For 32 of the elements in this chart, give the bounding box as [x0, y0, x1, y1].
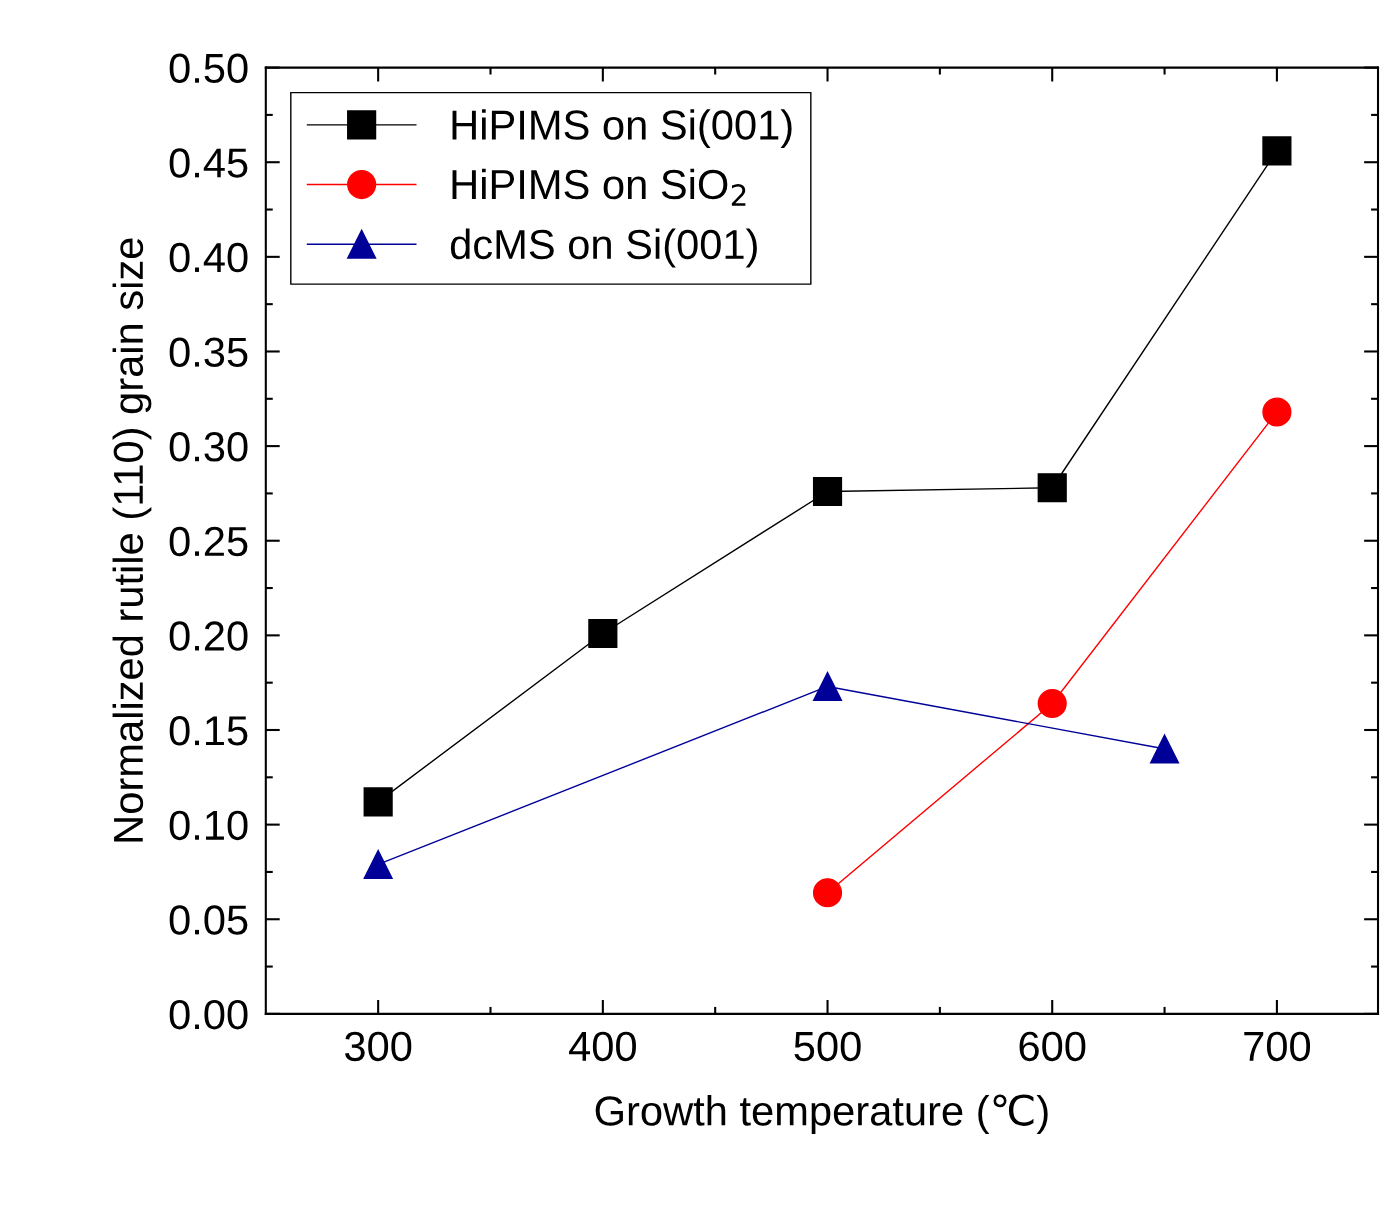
y-tick-label: 0.20 [169, 621, 248, 651]
legend-label: HiPIMS on Si(001) [452, 109, 792, 149]
point [588, 618, 618, 649]
point [1149, 734, 1180, 764]
y-axis-title: Normalized rutile (110) grain size [112, 238, 152, 842]
legend-label: dcMS on Si(001) [450, 228, 757, 268]
x-tick-label: 700 [1244, 1031, 1311, 1062]
point [363, 849, 393, 879]
y-tick-label: 0.25 [169, 526, 248, 557]
y-tick-label: 0.00 [169, 999, 248, 1030]
x-tick-label: 600 [1019, 1031, 1086, 1062]
y-tick-label: 0.30 [169, 432, 248, 462]
x-tick-label: 300 [344, 1031, 412, 1062]
x-tick-label: 400 [569, 1031, 636, 1062]
y-tick-label: 0.45 [169, 148, 248, 178]
legend-label: HiPIMS on SiO$_{2}$ [452, 168, 746, 206]
x-axis-title: Growth temperature (℃) [595, 1094, 1048, 1134]
point [812, 476, 843, 507]
point [812, 671, 843, 702]
y-tick-label: 0.35 [169, 337, 248, 367]
point [363, 787, 393, 817]
y-tick-label: 0.15 [169, 716, 248, 746]
y-tick-label: 0.10 [169, 810, 248, 841]
y-tick-label: 0.50 [169, 53, 248, 84]
x-tick-label: 500 [794, 1031, 861, 1062]
point [1262, 397, 1292, 427]
point [1037, 688, 1067, 719]
y-tick-label: 0.05 [169, 905, 248, 935]
point [812, 878, 843, 908]
point [1262, 136, 1292, 166]
point [1037, 473, 1067, 503]
y-tick-label: 0.40 [169, 242, 248, 273]
